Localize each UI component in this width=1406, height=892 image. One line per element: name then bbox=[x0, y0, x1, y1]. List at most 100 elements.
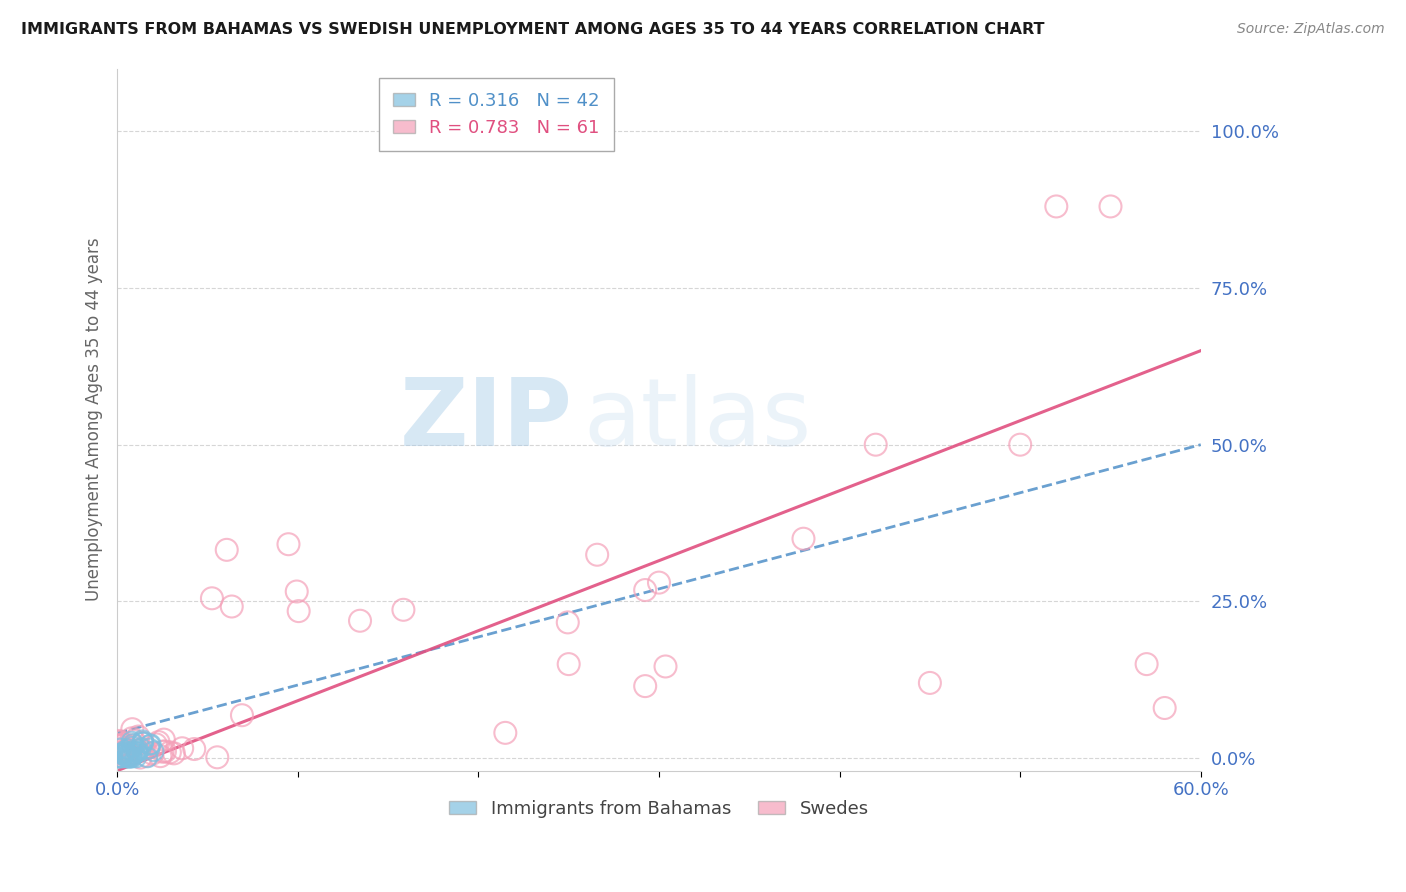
Point bbox=[108, 739, 131, 753]
Point bbox=[132, 735, 155, 749]
Point bbox=[108, 735, 131, 749]
Point bbox=[127, 730, 149, 744]
Point bbox=[121, 722, 143, 736]
Point bbox=[221, 599, 243, 614]
Point bbox=[112, 737, 135, 751]
Point bbox=[121, 734, 143, 748]
Point bbox=[115, 750, 138, 764]
Point bbox=[141, 747, 163, 761]
Point bbox=[114, 747, 136, 762]
Y-axis label: Unemployment Among Ages 35 to 44 years: Unemployment Among Ages 35 to 44 years bbox=[86, 238, 103, 601]
Point bbox=[494, 726, 516, 740]
Point bbox=[127, 745, 149, 759]
Point bbox=[172, 741, 194, 756]
Point bbox=[118, 750, 141, 764]
Point bbox=[1010, 438, 1032, 452]
Point bbox=[586, 548, 609, 562]
Point bbox=[1136, 657, 1159, 672]
Point bbox=[117, 748, 139, 763]
Point bbox=[122, 739, 145, 753]
Point bbox=[118, 748, 141, 763]
Point bbox=[287, 604, 309, 618]
Point bbox=[135, 748, 157, 763]
Point bbox=[129, 741, 152, 756]
Point bbox=[231, 708, 253, 723]
Point bbox=[117, 749, 139, 764]
Point bbox=[207, 750, 229, 764]
Point bbox=[132, 735, 155, 749]
Point bbox=[108, 739, 131, 754]
Point bbox=[127, 745, 149, 759]
Point bbox=[1153, 701, 1175, 715]
Point bbox=[159, 745, 181, 759]
Point bbox=[131, 733, 153, 747]
Text: IMMIGRANTS FROM BAHAMAS VS SWEDISH UNEMPLOYMENT AMONG AGES 35 TO 44 YEARS CORREL: IMMIGRANTS FROM BAHAMAS VS SWEDISH UNEMP… bbox=[21, 22, 1045, 37]
Point bbox=[557, 615, 579, 630]
Point bbox=[145, 738, 167, 752]
Point bbox=[112, 749, 135, 764]
Point bbox=[110, 741, 132, 756]
Point bbox=[122, 739, 145, 754]
Point bbox=[120, 750, 142, 764]
Point bbox=[108, 750, 131, 764]
Legend: Immigrants from Bahamas, Swedes: Immigrants from Bahamas, Swedes bbox=[441, 792, 876, 825]
Point bbox=[108, 747, 131, 761]
Point bbox=[285, 584, 308, 599]
Point bbox=[139, 737, 162, 751]
Point bbox=[118, 745, 141, 759]
Point bbox=[648, 575, 671, 590]
Point bbox=[131, 742, 153, 756]
Point bbox=[112, 738, 135, 752]
Point bbox=[277, 537, 299, 551]
Point bbox=[121, 745, 143, 759]
Point bbox=[108, 734, 131, 748]
Point bbox=[127, 743, 149, 757]
Point bbox=[117, 750, 139, 764]
Point bbox=[114, 746, 136, 760]
Point bbox=[183, 742, 205, 756]
Point bbox=[115, 743, 138, 757]
Point bbox=[152, 745, 174, 759]
Point bbox=[634, 582, 657, 597]
Point bbox=[111, 741, 134, 756]
Point bbox=[918, 676, 941, 690]
Point bbox=[111, 745, 134, 759]
Point bbox=[142, 744, 165, 758]
Point bbox=[114, 744, 136, 758]
Point bbox=[865, 438, 887, 452]
Point bbox=[215, 542, 238, 557]
Point bbox=[1099, 199, 1122, 213]
Point bbox=[111, 750, 134, 764]
Point bbox=[153, 744, 176, 758]
Point bbox=[392, 603, 415, 617]
Point bbox=[127, 745, 149, 759]
Point bbox=[118, 742, 141, 756]
Point bbox=[127, 743, 149, 757]
Point bbox=[124, 747, 146, 761]
Point bbox=[122, 737, 145, 751]
Point bbox=[129, 750, 152, 764]
Text: atlas: atlas bbox=[583, 374, 811, 466]
Point bbox=[112, 747, 135, 762]
Point bbox=[117, 742, 139, 756]
Point bbox=[149, 749, 172, 764]
Point bbox=[1045, 199, 1067, 213]
Point bbox=[110, 743, 132, 757]
Point bbox=[148, 735, 170, 749]
Point bbox=[121, 731, 143, 746]
Point bbox=[136, 750, 159, 764]
Point bbox=[108, 750, 131, 764]
Point bbox=[110, 747, 132, 761]
Point bbox=[654, 659, 676, 673]
Point bbox=[153, 732, 176, 747]
Point bbox=[201, 591, 224, 606]
Point bbox=[138, 741, 160, 756]
Point bbox=[125, 750, 148, 764]
Point bbox=[118, 750, 141, 764]
Text: Source: ZipAtlas.com: Source: ZipAtlas.com bbox=[1237, 22, 1385, 37]
Point bbox=[115, 748, 138, 763]
Text: ZIP: ZIP bbox=[399, 374, 572, 466]
Point bbox=[131, 736, 153, 750]
Point bbox=[634, 679, 657, 693]
Point bbox=[557, 657, 579, 672]
